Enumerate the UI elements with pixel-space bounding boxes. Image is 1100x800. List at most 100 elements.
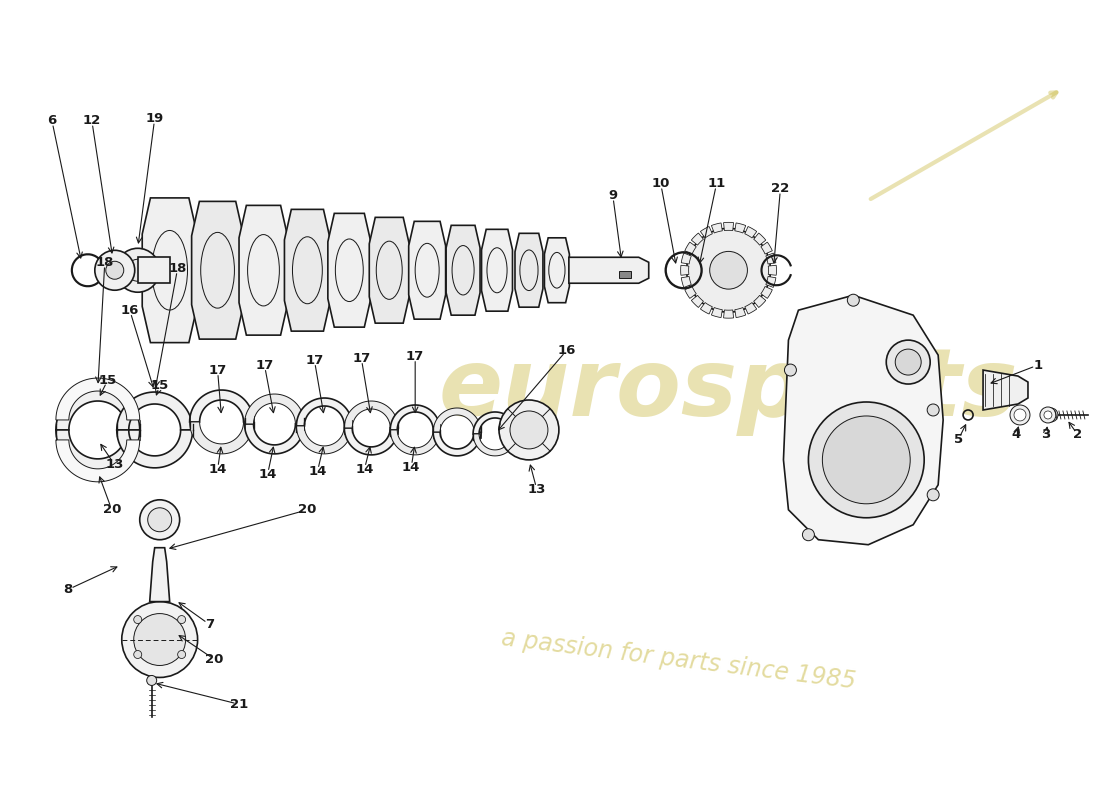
- Text: 20: 20: [206, 653, 223, 666]
- Circle shape: [95, 250, 134, 290]
- Wedge shape: [681, 277, 691, 287]
- Polygon shape: [515, 234, 543, 307]
- Wedge shape: [712, 307, 723, 318]
- Polygon shape: [189, 422, 253, 454]
- Circle shape: [178, 650, 186, 658]
- Bar: [619, 271, 630, 278]
- Polygon shape: [783, 295, 943, 545]
- Wedge shape: [745, 226, 757, 238]
- Wedge shape: [691, 233, 703, 245]
- Wedge shape: [761, 286, 772, 298]
- Polygon shape: [296, 398, 352, 426]
- Text: 5: 5: [954, 434, 962, 446]
- Polygon shape: [447, 226, 480, 315]
- Wedge shape: [701, 226, 713, 238]
- Text: 17: 17: [255, 358, 274, 371]
- Text: 6: 6: [47, 114, 56, 127]
- Wedge shape: [745, 302, 757, 314]
- Polygon shape: [370, 218, 409, 323]
- Text: 16: 16: [121, 304, 139, 317]
- Polygon shape: [189, 390, 253, 422]
- Text: 15: 15: [151, 378, 168, 391]
- Text: 17: 17: [306, 354, 323, 366]
- Text: 22: 22: [771, 182, 790, 195]
- Polygon shape: [390, 430, 440, 455]
- Polygon shape: [328, 214, 371, 327]
- Circle shape: [1040, 407, 1056, 423]
- Circle shape: [146, 675, 156, 686]
- Polygon shape: [56, 430, 140, 472]
- Circle shape: [147, 508, 172, 532]
- Text: 18: 18: [168, 262, 187, 274]
- Polygon shape: [56, 440, 140, 482]
- Text: 14: 14: [402, 462, 420, 474]
- Polygon shape: [285, 210, 330, 331]
- Circle shape: [927, 489, 939, 501]
- Circle shape: [710, 251, 747, 289]
- Polygon shape: [433, 408, 481, 432]
- Text: 21: 21: [230, 698, 249, 711]
- Circle shape: [784, 364, 796, 376]
- Wedge shape: [701, 302, 713, 314]
- Circle shape: [686, 228, 770, 312]
- Circle shape: [887, 340, 931, 384]
- Circle shape: [106, 262, 124, 279]
- Polygon shape: [142, 198, 197, 342]
- Circle shape: [808, 402, 924, 518]
- Wedge shape: [735, 223, 746, 233]
- Polygon shape: [239, 206, 288, 335]
- Text: 1: 1: [1033, 358, 1043, 371]
- Text: a passion for parts since 1985: a passion for parts since 1985: [500, 626, 857, 693]
- Polygon shape: [983, 370, 1028, 410]
- Text: 2: 2: [1074, 429, 1082, 442]
- Wedge shape: [712, 223, 723, 233]
- Text: 13: 13: [106, 458, 124, 471]
- Wedge shape: [724, 310, 734, 318]
- Polygon shape: [117, 392, 192, 430]
- Circle shape: [126, 259, 148, 282]
- Wedge shape: [761, 242, 772, 254]
- Polygon shape: [390, 405, 440, 430]
- Text: 17: 17: [208, 363, 227, 377]
- Text: 11: 11: [707, 177, 726, 190]
- Polygon shape: [244, 394, 305, 424]
- Wedge shape: [735, 307, 746, 318]
- Polygon shape: [433, 432, 481, 456]
- Polygon shape: [191, 202, 243, 339]
- Circle shape: [178, 615, 186, 623]
- Circle shape: [927, 404, 939, 416]
- Text: 16: 16: [558, 343, 576, 357]
- Circle shape: [122, 602, 198, 678]
- Text: 15: 15: [99, 374, 117, 386]
- Polygon shape: [569, 258, 649, 283]
- Polygon shape: [117, 430, 192, 468]
- Text: 4: 4: [1011, 429, 1021, 442]
- Circle shape: [823, 416, 910, 504]
- Wedge shape: [691, 295, 703, 307]
- Polygon shape: [56, 378, 140, 420]
- Circle shape: [895, 349, 921, 375]
- Circle shape: [134, 650, 142, 658]
- Wedge shape: [685, 242, 696, 254]
- Text: 7: 7: [205, 618, 214, 631]
- Circle shape: [1044, 411, 1052, 419]
- Circle shape: [140, 500, 179, 540]
- Text: eurosports: eurosports: [439, 344, 1019, 436]
- Circle shape: [1014, 409, 1026, 421]
- Wedge shape: [766, 253, 775, 264]
- Circle shape: [134, 615, 142, 623]
- Text: 14: 14: [355, 463, 374, 476]
- Text: 19: 19: [145, 112, 164, 125]
- Wedge shape: [754, 295, 766, 307]
- Text: 3: 3: [1042, 429, 1050, 442]
- Text: 12: 12: [82, 114, 101, 127]
- Text: 14: 14: [208, 463, 227, 476]
- Circle shape: [116, 248, 160, 292]
- Circle shape: [499, 400, 559, 460]
- Text: 13: 13: [528, 483, 546, 496]
- Circle shape: [134, 614, 186, 666]
- Text: 9: 9: [608, 189, 617, 202]
- Polygon shape: [409, 222, 446, 319]
- Polygon shape: [544, 238, 570, 302]
- Polygon shape: [344, 401, 398, 428]
